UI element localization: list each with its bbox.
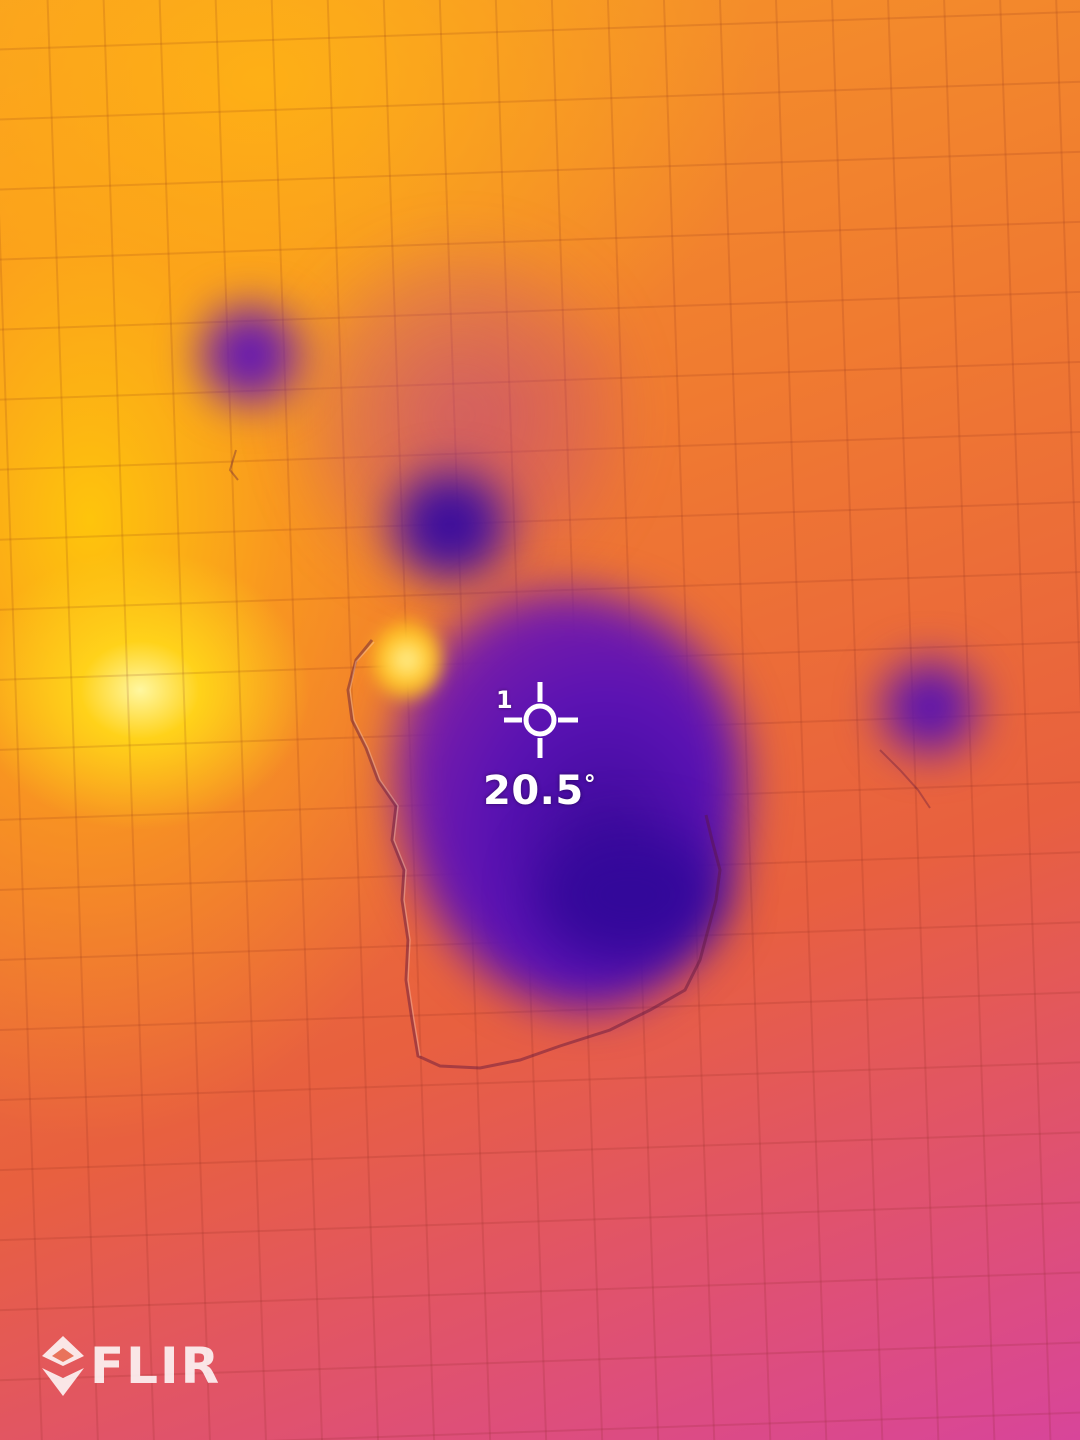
flir-diamond-icon xyxy=(42,1336,84,1396)
cold-spot-right xyxy=(880,660,980,755)
cold-spot-upper xyxy=(390,470,510,580)
cold-area-core xyxy=(540,830,720,960)
flir-logo-text: FLIR xyxy=(90,1337,222,1395)
spot-temperature-value: 20.5 xyxy=(483,768,584,814)
temperature-unit: ° xyxy=(583,770,597,798)
spot-temperature-readout: 20.5° xyxy=(483,768,596,814)
cold-spot-top-left xyxy=(200,305,300,405)
spot-meter-index: 1 xyxy=(496,686,513,714)
flir-logo: FLIR xyxy=(40,1334,221,1398)
crosshair-icon xyxy=(504,682,578,758)
hot-spot xyxy=(372,620,442,700)
